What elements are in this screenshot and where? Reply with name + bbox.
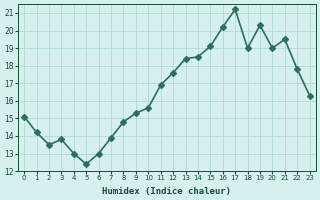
X-axis label: Humidex (Indice chaleur): Humidex (Indice chaleur) (102, 187, 231, 196)
